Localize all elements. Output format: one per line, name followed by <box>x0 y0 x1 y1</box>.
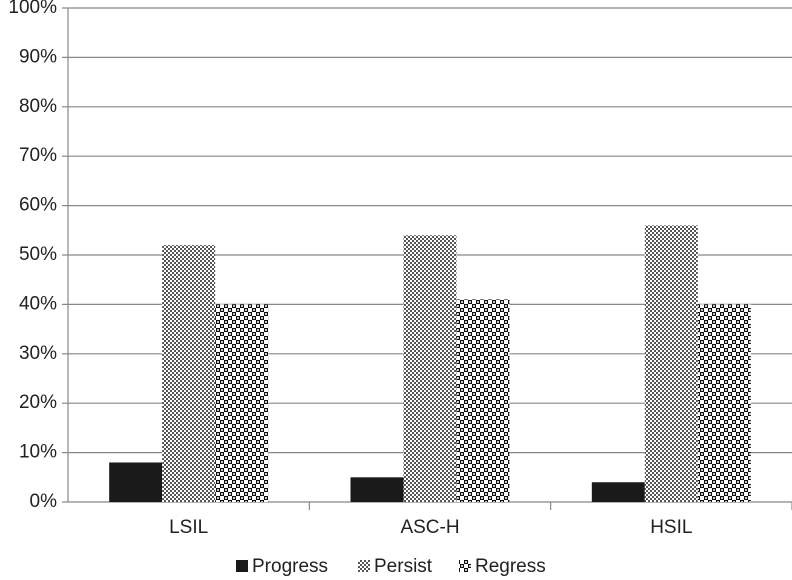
x-tick-label: HSIL <box>650 517 692 538</box>
bar <box>215 304 269 502</box>
x-tick-label: ASC-H <box>400 517 459 538</box>
y-tick-label: 90% <box>19 46 57 67</box>
y-tick-label: 20% <box>19 392 57 413</box>
bar <box>644 225 698 503</box>
y-tick-label: 40% <box>19 293 57 314</box>
legend-label: Persist <box>374 556 433 577</box>
y-tick-label: 70% <box>19 145 57 166</box>
bar <box>403 235 457 503</box>
legend-marker <box>236 560 248 572</box>
bar <box>697 304 751 502</box>
bar <box>456 299 510 502</box>
y-tick-label: 0% <box>30 491 58 512</box>
x-tick-label: LSIL <box>169 517 208 538</box>
legend-marker <box>459 560 471 572</box>
legend-label: Progress <box>252 556 328 577</box>
y-tick-label: 60% <box>19 195 57 216</box>
y-tick-label: 100% <box>8 0 57 18</box>
y-tick-label: 30% <box>19 343 57 364</box>
bar <box>591 482 645 502</box>
bar <box>109 462 163 502</box>
y-tick-label: 80% <box>19 96 57 117</box>
bar <box>162 245 216 502</box>
legend-label: Regress <box>475 556 546 577</box>
y-tick-label: 50% <box>19 244 57 265</box>
y-tick-label: 10% <box>19 442 57 463</box>
legend-marker <box>358 560 370 572</box>
bar <box>350 477 404 502</box>
